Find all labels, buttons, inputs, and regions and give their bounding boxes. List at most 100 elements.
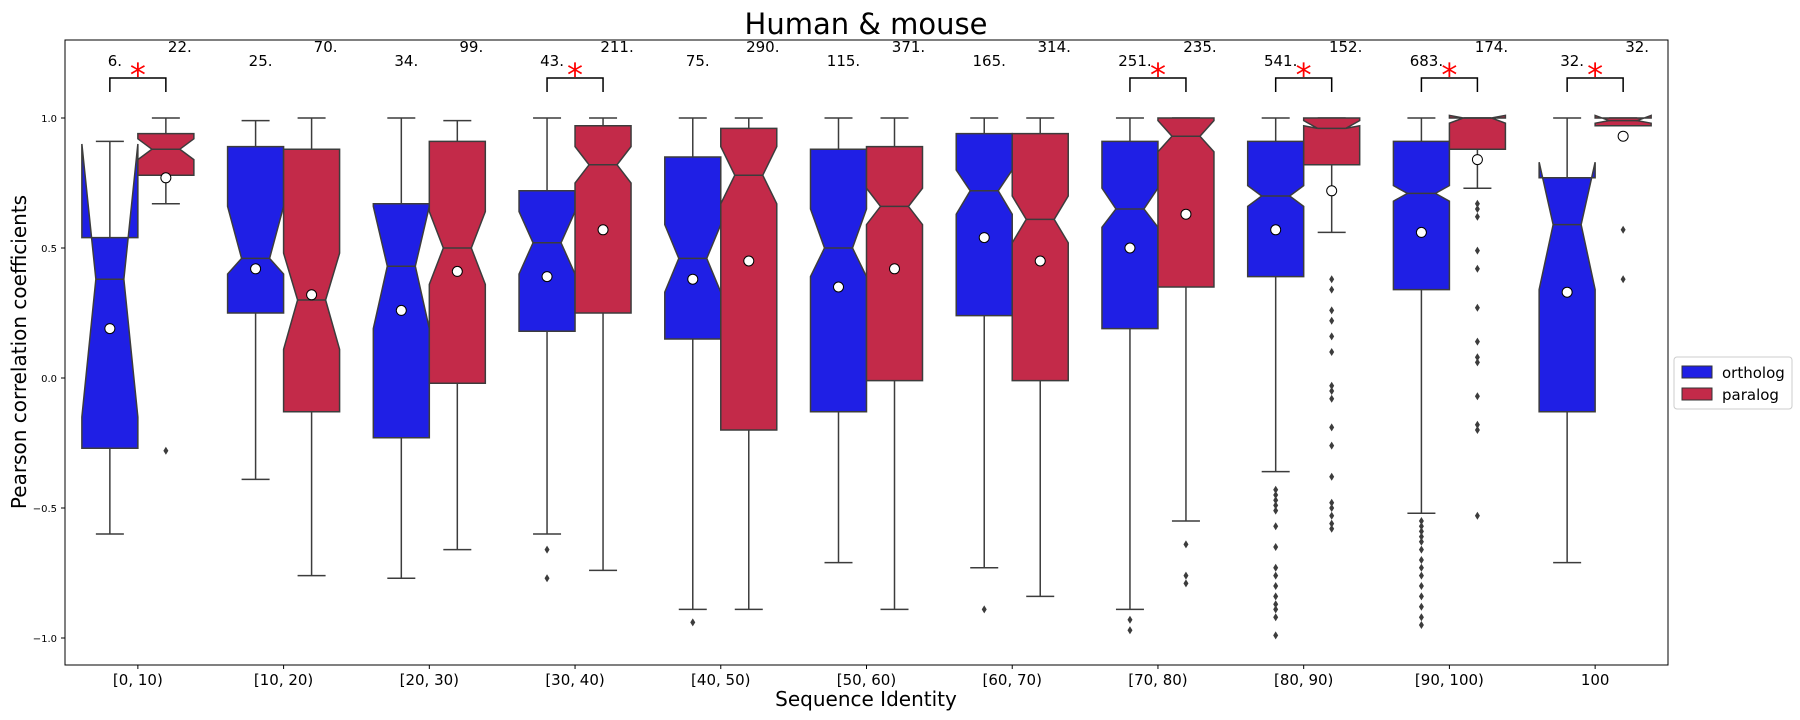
outlier-point (1418, 563, 1424, 572)
x-axis: [0, 10) [10, 20) [20, 30) [30, 40) [40, 50) [… (113, 665, 1610, 689)
box-paralog (1302, 117, 1361, 166)
count-label-paralog: 290. (746, 38, 779, 56)
outlier-point (1329, 394, 1335, 403)
outlier-point (1418, 522, 1424, 531)
outlier-point (1474, 511, 1480, 520)
outlier-point (1418, 537, 1424, 546)
outlier-point (1329, 498, 1335, 507)
outlier-point (544, 574, 550, 583)
outlier-point (1474, 205, 1480, 213)
y-axis-label: Pearson correlation coefficients (7, 195, 31, 509)
significance-bracket (1566, 77, 1624, 92)
significance-star: * (1296, 56, 1312, 94)
outlier-point (1273, 522, 1279, 531)
outlier-point (1474, 392, 1480, 401)
box-paralog (428, 140, 487, 384)
outlier-point (1127, 615, 1133, 624)
outlier-point (1474, 212, 1480, 221)
outlier-point (1418, 592, 1424, 601)
outlier-point (690, 618, 696, 627)
significance-star: * (130, 56, 146, 94)
mean-marker (687, 273, 699, 285)
outlier-point (1329, 316, 1335, 325)
outlier-point (1183, 579, 1189, 588)
mean-marker (395, 304, 407, 316)
outlier-point (1273, 631, 1279, 640)
mean-marker (833, 281, 844, 293)
outlier-point (1329, 285, 1335, 294)
box-ortholog (226, 145, 285, 314)
outlier-point (1329, 306, 1335, 315)
outlier-point (1474, 246, 1480, 255)
count-label-paralog: 70. (314, 38, 338, 56)
outlier-point (1474, 199, 1480, 208)
outlier-point (1329, 441, 1335, 450)
mean-marker (541, 271, 553, 283)
mean-marker (1561, 286, 1573, 298)
legend: ortholog paralog (1673, 356, 1793, 410)
legend-label-paralog: paralog (1722, 386, 1779, 404)
count-label-ortholog: 75. (686, 52, 710, 70)
outlier-point (1474, 303, 1480, 312)
y-tick-label: −1.0 (33, 634, 57, 645)
outlier-point (1329, 472, 1335, 481)
x-tick-label: 100 (1581, 671, 1610, 689)
box-paralog (1157, 117, 1215, 288)
outlier-point (1273, 491, 1279, 499)
y-tick-label: −0.5 (33, 504, 57, 515)
mean-marker (597, 224, 609, 236)
count-label-paralog: 174. (1475, 38, 1508, 56)
x-tick-label: [50, 60) (837, 671, 896, 689)
annotations: 6. 22. * 25. 70. 34. 99. 43. 211. * 75. 290. 115. 371… (108, 38, 1649, 94)
outlier-point (1329, 275, 1335, 284)
mean-marker (1617, 130, 1629, 142)
mean-marker (451, 265, 463, 277)
outlier-point (1273, 571, 1279, 580)
y-axis: 1.0 0.5 0.0 −0.5 −1.0 (33, 114, 65, 645)
legend-swatch-paralog (1681, 387, 1713, 401)
chart-title: Human & mouse (745, 7, 988, 41)
x-tick-label: [10, 20) (254, 671, 313, 689)
mean-marker (1415, 226, 1427, 238)
legend-label-ortholog: ortholog (1722, 364, 1785, 382)
count-label-ortholog: 32. (1560, 52, 1584, 70)
box-paralog (574, 125, 632, 314)
outlier-point (1418, 602, 1424, 611)
outlier-point (544, 545, 550, 554)
y-tick-label: 0.5 (41, 244, 57, 255)
outlier-point (1474, 426, 1480, 434)
outlier-point (1418, 571, 1424, 580)
x-tick-label: [70, 80) (1128, 671, 1187, 689)
outlier-point (1273, 485, 1279, 494)
outlier-point (1474, 420, 1480, 429)
count-label-paralog: 235. (1183, 38, 1216, 56)
outlier-point (1418, 582, 1424, 590)
count-label-paralog: 371. (892, 38, 925, 56)
significance-star: * (1587, 56, 1603, 94)
mean-marker (1270, 224, 1282, 236)
count-label-ortholog: 115. (827, 52, 860, 70)
count-label-paralog: 314. (1038, 38, 1071, 56)
outlier-point (1329, 519, 1335, 528)
count-label-ortholog: 43. (540, 52, 564, 70)
box-paralog (1448, 114, 1507, 150)
box-ortholog (1101, 140, 1159, 330)
count-label-ortholog: 251. (1118, 52, 1151, 70)
significance-bracket (1420, 77, 1479, 92)
outlier-point (1329, 387, 1335, 395)
count-label-ortholog: 34. (394, 52, 418, 70)
x-axis-label: Sequence Identity (775, 687, 957, 711)
box-paralog (282, 148, 341, 413)
count-label-paralog: 211. (600, 38, 633, 56)
mean-marker (160, 172, 172, 184)
outlier-point (1418, 556, 1424, 564)
outlier-point (1127, 626, 1133, 635)
outlier-point (1474, 358, 1480, 367)
box-paralog (137, 132, 195, 176)
count-label-paralog: 32. (1625, 38, 1649, 56)
outlier-point (1273, 543, 1279, 551)
significance-bracket (1129, 77, 1187, 92)
outlier-point (1183, 540, 1189, 549)
outlier-point (1273, 600, 1279, 609)
outlier-point (1620, 275, 1626, 284)
